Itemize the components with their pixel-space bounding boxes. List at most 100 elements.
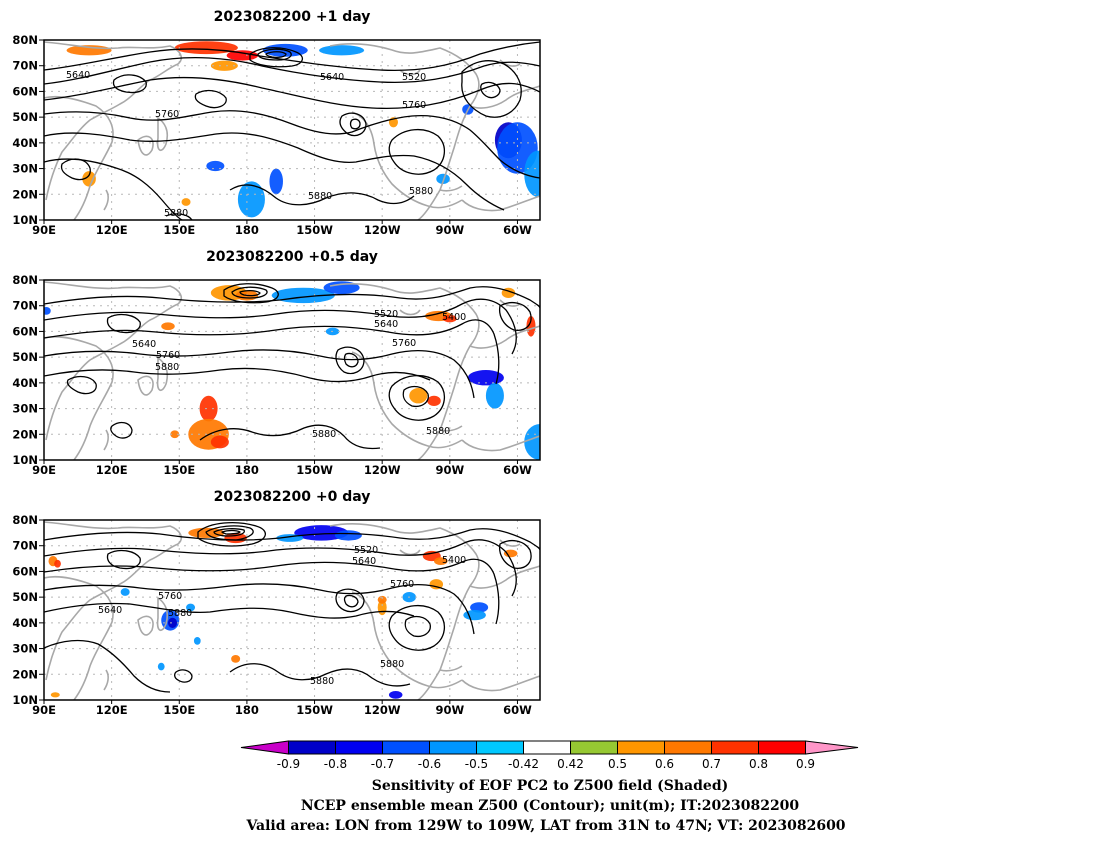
sensitivity-blob	[319, 45, 365, 56]
map-background	[44, 280, 540, 460]
lat-tick-label: 50N	[12, 110, 38, 124]
colorbar-tick-label: -0.7	[371, 757, 394, 771]
sensitivity-blob	[377, 595, 387, 604]
map-frame	[43, 39, 541, 221]
contour-label: 5880	[164, 208, 188, 219]
coastlines	[44, 281, 540, 460]
lon-tick-label: 90E	[32, 703, 56, 717]
lon-tick-label: 180	[235, 223, 259, 237]
colorbar-bin	[429, 740, 477, 755]
lon-tick-label: 90W	[435, 223, 464, 237]
colorbar-tick-label: -0.5	[465, 757, 488, 771]
contour-label: 5760	[390, 579, 414, 590]
colorbar-right-arrow	[805, 740, 859, 755]
colorbar-bin	[664, 740, 712, 755]
sensitivity-blob	[269, 168, 283, 195]
sensitivity-blob	[294, 525, 349, 541]
sensitivity-blob	[44, 307, 51, 315]
sensitivity-blob	[170, 430, 180, 439]
lon-tick-label: 90W	[435, 463, 464, 477]
contour-labels: 5640 5760 5880 5520 5640 5400 5760 5880 …	[132, 309, 466, 440]
sensitivity-blob	[193, 637, 201, 645]
sensitivity-blob	[470, 602, 489, 613]
contour-label: 5880	[308, 191, 332, 202]
sensitivity-blob	[334, 530, 362, 541]
panel-title: 2023082200 +0 day	[214, 489, 371, 505]
sensitivity-blob	[434, 557, 448, 566]
lat-tick-label: 20N	[12, 427, 38, 441]
colorbar-tick-label: -0.9	[277, 757, 300, 771]
sensitivity-blob	[50, 692, 60, 698]
contour-label: 5880	[155, 362, 179, 373]
sensitivity-blob	[231, 655, 241, 663]
lat-tick-label: 10N	[12, 693, 38, 707]
lat-tick-label: 70N	[12, 299, 38, 313]
sensitivity-blob	[524, 150, 540, 197]
lon-tick-label: 150W	[296, 703, 333, 717]
lon-tick-label: 180	[235, 703, 259, 717]
graticule	[44, 40, 540, 220]
sensitivity-blob	[82, 171, 96, 187]
contour-label: 5880	[312, 429, 336, 440]
lon-tick-label: 180	[235, 463, 259, 477]
lon-tick-label: 150E	[163, 703, 195, 717]
lat-tick-label: 70N	[12, 539, 38, 553]
contour-label: 5880	[310, 676, 334, 687]
lat-tick-label: 70N	[12, 59, 38, 73]
lat-tick-label: 40N	[12, 616, 38, 630]
colorbar-tick-label: -0.42	[508, 757, 539, 771]
map-background	[44, 40, 540, 220]
sensitivity-blob	[206, 160, 225, 172]
sensitivity-blob	[443, 314, 457, 323]
contour-label: 5640	[374, 319, 398, 330]
colorbar-tick-label: 0.9	[796, 757, 815, 771]
contour-label: 5400	[442, 312, 466, 323]
caption-line-1: Sensitivity of EOF PC2 to Z500 field (Sh…	[372, 778, 728, 794]
sensitivity-blob	[409, 388, 428, 404]
contour-labels: 5640 5760 5880 5520 5640 5400 5760 5880 …	[98, 545, 466, 687]
lon-tick-label: 120E	[96, 463, 128, 477]
caption-line-3: Valid area: LON from 129W to 109W, LAT f…	[245, 818, 845, 834]
sensitivity-blob	[181, 198, 191, 206]
sensitivity-blob	[427, 395, 441, 406]
sensitivity-blob	[174, 41, 238, 55]
lon-tick-label: 60W	[503, 463, 532, 477]
contour-label: 5760	[156, 350, 180, 361]
contour-label: 5760	[392, 338, 416, 349]
lon-tick-label: 120W	[364, 463, 401, 477]
colorbar-bin	[288, 740, 336, 755]
sensitivity-blob	[186, 603, 196, 612]
panel-plus-0-day: 2023082200 +0 day	[12, 489, 541, 717]
contour-label: 5880	[409, 186, 433, 197]
map-frame	[43, 279, 541, 461]
contour-label: 5640	[66, 70, 90, 81]
lon-tick-label: 60W	[503, 223, 532, 237]
map-frame	[43, 519, 541, 701]
caption: Sensitivity of EOF PC2 to Z500 field (Sh…	[245, 778, 845, 834]
contour-label: 5520	[374, 309, 398, 320]
colorbar-bin	[523, 740, 571, 755]
sensitivity-blob	[436, 173, 450, 185]
contour-label: 5760	[402, 100, 426, 111]
lat-tick-label: 20N	[12, 667, 38, 681]
contour-label: 5880	[380, 659, 404, 670]
lat-tick-label: 60N	[12, 564, 38, 578]
lat-tick-label: 60N	[12, 324, 38, 338]
contour-label: 5880	[168, 608, 192, 619]
contour-label: 5640	[320, 72, 344, 83]
contour-label: 5760	[158, 591, 182, 602]
z500-contours	[44, 41, 540, 220]
sensitivity-blob	[467, 370, 504, 386]
lat-tick-label: 30N	[12, 162, 38, 176]
lon-tick-label: 120W	[364, 703, 401, 717]
lat-tick-label: 30N	[12, 642, 38, 656]
lat-tick-label: 30N	[12, 402, 38, 416]
contour-label: 5400	[442, 555, 466, 566]
lon-tick-label: 150W	[296, 463, 333, 477]
colorbar-tick-label: 0.7	[702, 757, 721, 771]
sensitivity-shading	[48, 525, 518, 699]
contour-label: 5640	[132, 339, 156, 350]
